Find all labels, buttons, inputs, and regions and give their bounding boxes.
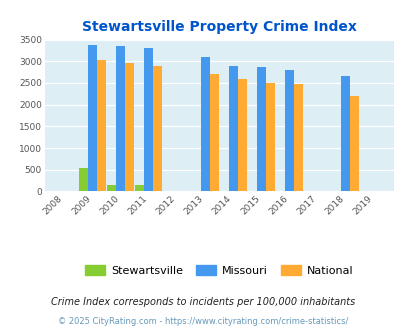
Text: © 2025 CityRating.com - https://www.cityrating.com/crime-statistics/: © 2025 CityRating.com - https://www.city…	[58, 317, 347, 326]
Bar	[350, 96, 358, 191]
Bar	[293, 84, 303, 191]
Bar	[200, 56, 209, 191]
Bar	[228, 66, 237, 191]
Bar	[144, 48, 153, 191]
Bar	[107, 185, 116, 191]
Bar	[237, 79, 246, 191]
Bar	[125, 63, 134, 191]
Bar	[153, 66, 162, 191]
Bar	[284, 70, 293, 191]
Bar	[256, 67, 265, 191]
Bar	[341, 77, 350, 191]
Bar	[79, 168, 88, 191]
Bar	[116, 46, 125, 191]
Bar	[97, 60, 106, 191]
Bar	[88, 45, 97, 191]
Bar	[209, 74, 218, 191]
Text: Crime Index corresponds to incidents per 100,000 inhabitants: Crime Index corresponds to incidents per…	[51, 297, 354, 307]
Title: Stewartsville Property Crime Index: Stewartsville Property Crime Index	[81, 20, 356, 34]
Bar	[265, 83, 274, 191]
Legend: Stewartsville, Missouri, National: Stewartsville, Missouri, National	[81, 261, 357, 280]
Bar	[135, 185, 144, 191]
